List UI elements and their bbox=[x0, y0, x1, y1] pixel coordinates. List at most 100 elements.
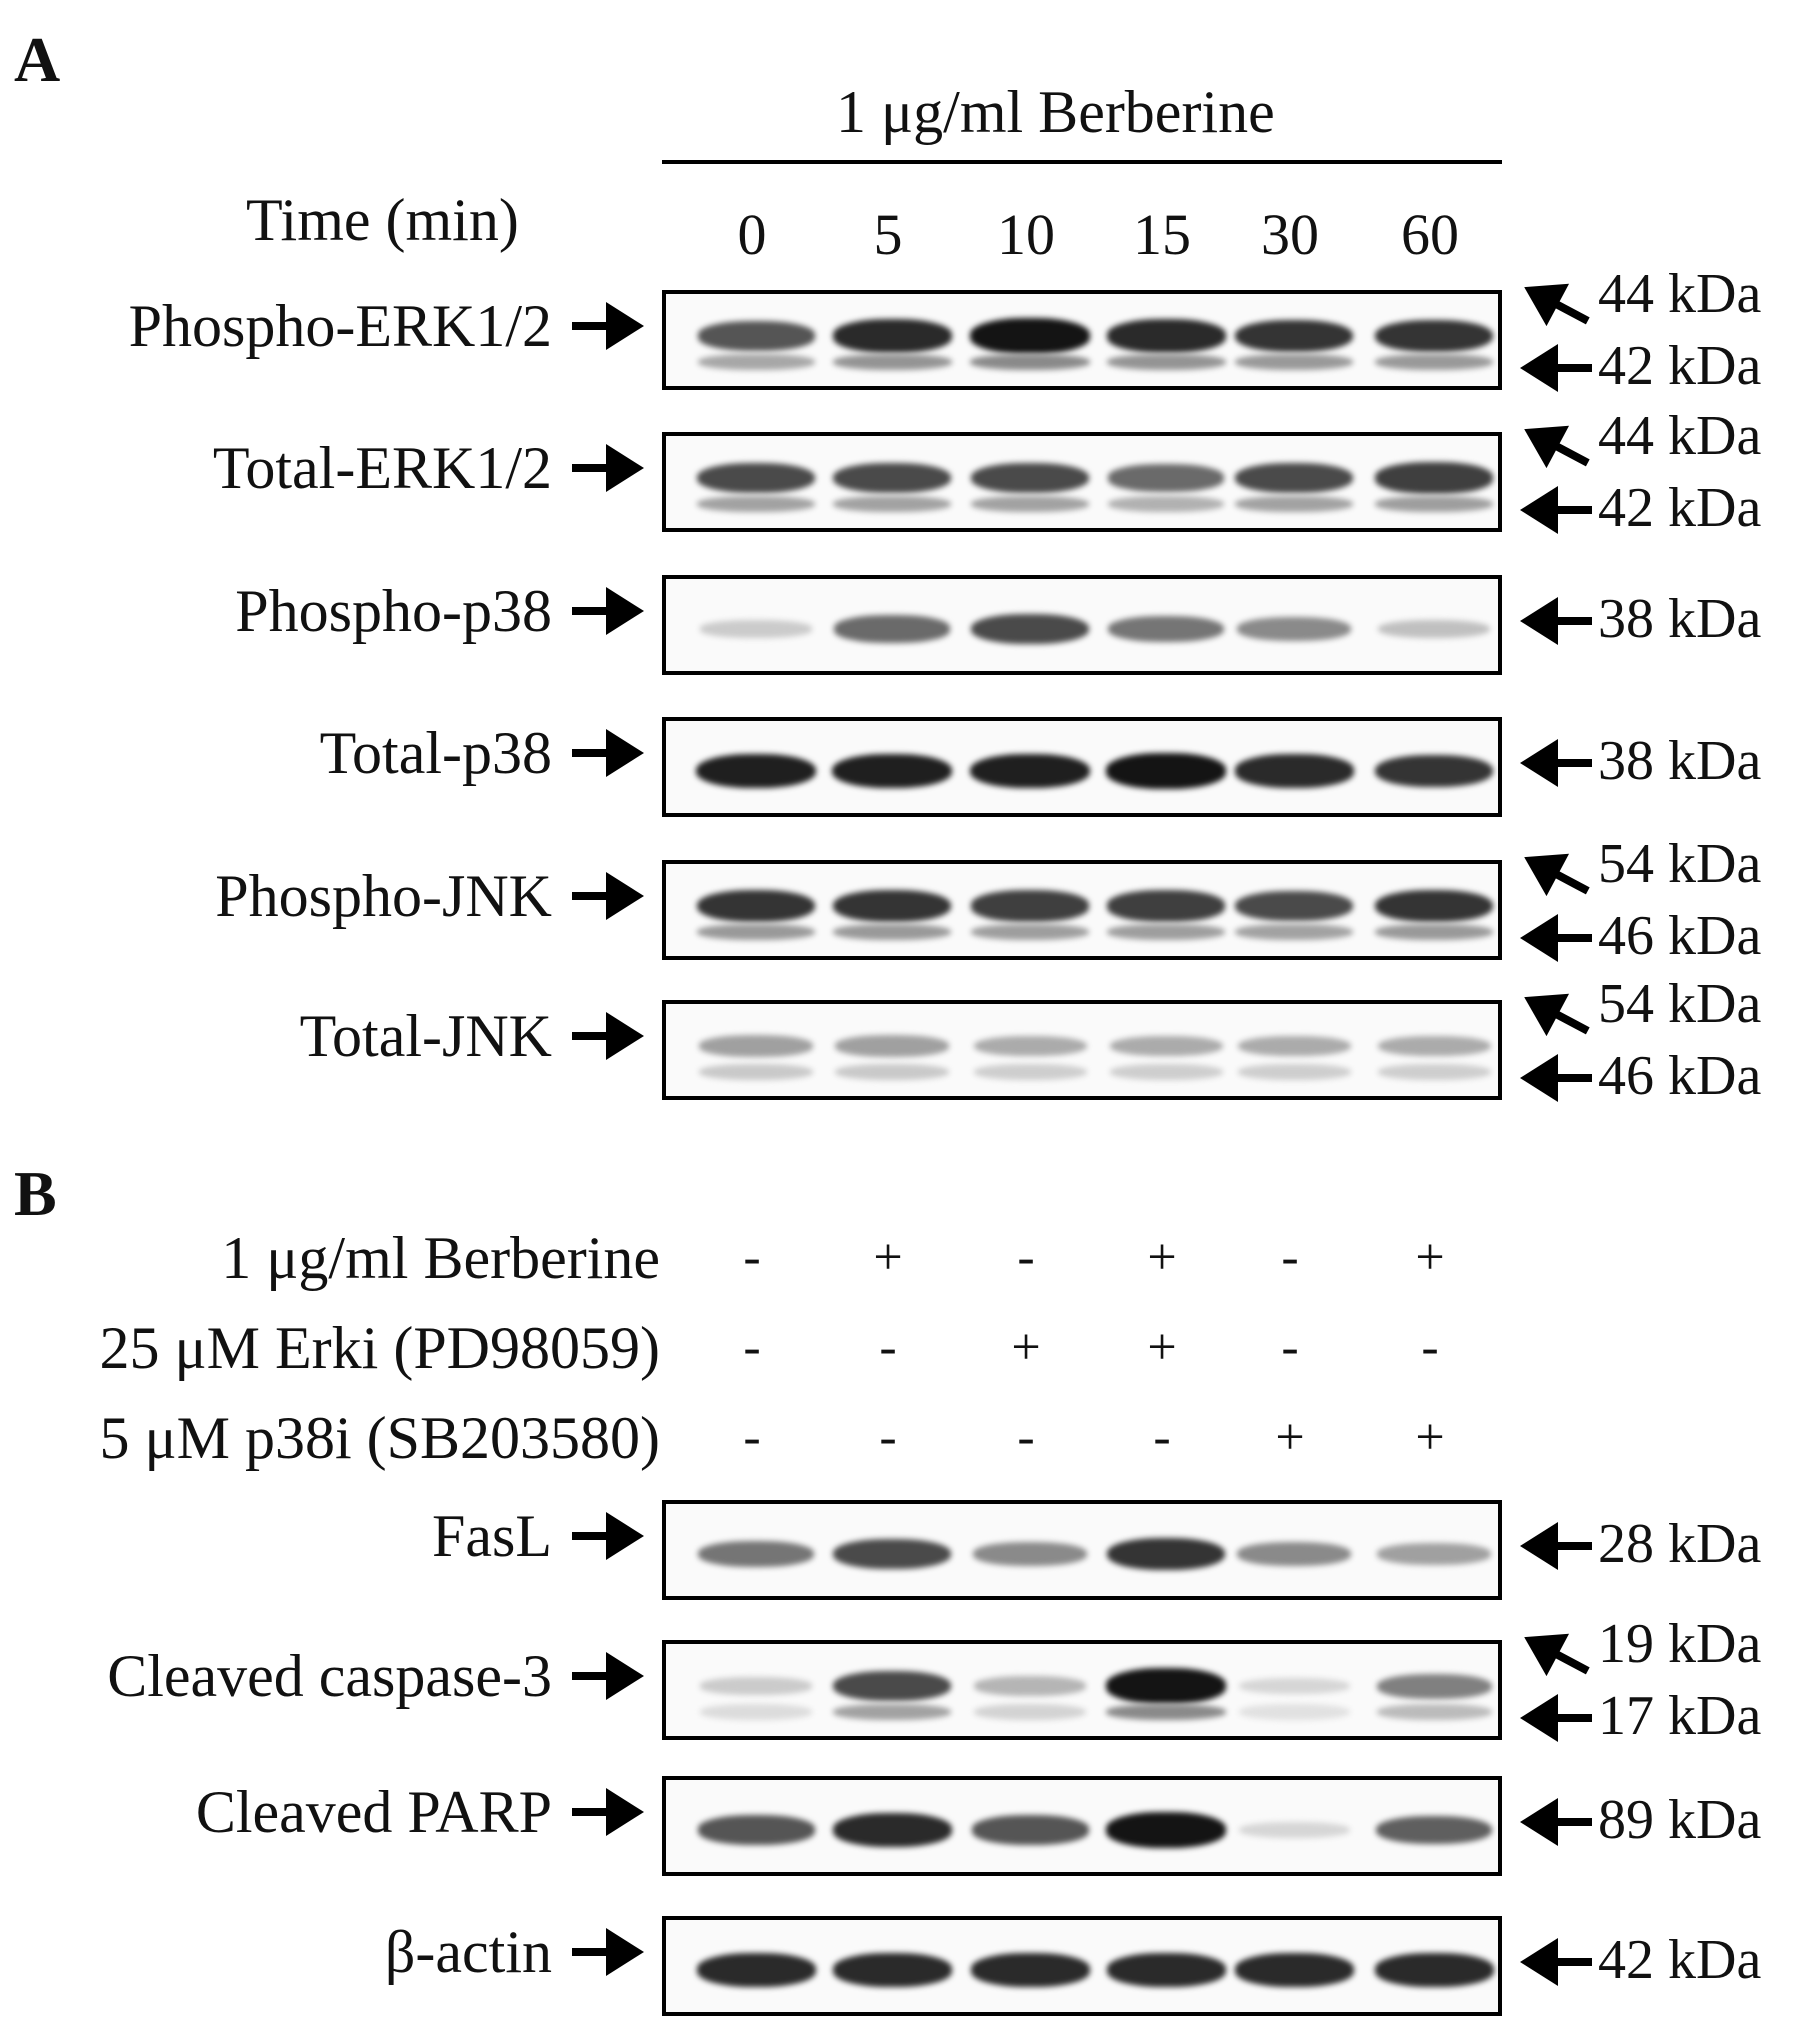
panel-a-kda-bottom-arrow-5 bbox=[1520, 1054, 1592, 1102]
panel-a-kda-top-arrow-1 bbox=[1524, 425, 1590, 469]
panel-a-band-1-5 bbox=[1375, 462, 1493, 494]
lane-number-5: 60 bbox=[1401, 202, 1459, 267]
panel-b-kda-bottom-arrow-3 bbox=[1520, 1938, 1592, 1986]
treatment-sign-0-0: - bbox=[743, 1229, 761, 1286]
panel-a-label-0: Phospho-ERK1/2 bbox=[128, 293, 552, 359]
panel-b-band-2-0 bbox=[697, 1815, 815, 1845]
lane-number-4: 30 bbox=[1261, 202, 1319, 267]
panel-b-label-arrow-2 bbox=[572, 1788, 644, 1836]
panel-a-label-arrow-2 bbox=[572, 587, 644, 635]
panel-a-band-3-1 bbox=[832, 753, 952, 789]
treatment-sign-2-5: + bbox=[1415, 1409, 1445, 1466]
treatment-sign-1-5: - bbox=[1421, 1319, 1439, 1376]
panel-a-band-4-1 bbox=[832, 889, 952, 923]
panel-a-band-2-0 bbox=[700, 620, 812, 638]
panel-a-band2-0-1 bbox=[832, 354, 952, 370]
panel-a-band-1-0 bbox=[697, 462, 815, 494]
panel-a-band2-5-3 bbox=[1109, 1064, 1223, 1080]
panel-a-label-5: Total-JNK bbox=[299, 1003, 552, 1069]
panel-b-band-0-2 bbox=[972, 1542, 1088, 1566]
panel-a-band-2-2 bbox=[971, 613, 1089, 645]
panel-a-kda-bottom-2: 38 kDa bbox=[1598, 588, 1762, 650]
treatment-sign-0-2: - bbox=[1017, 1229, 1035, 1286]
lane-number-2: 10 bbox=[997, 202, 1055, 267]
panel-b-band-3-5 bbox=[1374, 1953, 1494, 1987]
panel-a-band-0-5 bbox=[1374, 319, 1494, 353]
panel-b-band-0-0 bbox=[698, 1540, 814, 1568]
panel-a-band2-1-5 bbox=[1375, 496, 1493, 512]
panel-b-band2-1-4 bbox=[1238, 1704, 1350, 1720]
panel-a-blot-2 bbox=[662, 575, 1502, 675]
panel-a-band-1-1 bbox=[833, 462, 951, 494]
panel-b-band-1-5 bbox=[1376, 1673, 1492, 1699]
panel-b-label-2: Cleaved PARP bbox=[195, 1779, 552, 1845]
panel-a-kda-bottom-1: 42 kDa bbox=[1598, 477, 1762, 539]
panel-a-band-3-3 bbox=[1106, 753, 1226, 789]
treatment-sign-2-1: - bbox=[879, 1409, 897, 1466]
panel-a-kda-top-4: 54 kDa bbox=[1598, 833, 1762, 895]
treatment-sign-2-0: - bbox=[743, 1409, 761, 1466]
panel-a-label-arrow-3 bbox=[572, 729, 644, 777]
panel-a-band2-1-2 bbox=[971, 496, 1089, 512]
panel-b-band-3-3 bbox=[1106, 1953, 1226, 1987]
panel-b-band-0-1 bbox=[833, 1538, 951, 1570]
panel-a-letter: A bbox=[14, 24, 61, 95]
panel-b-band-1-3 bbox=[1106, 1668, 1226, 1704]
panel-a-band2-4-1 bbox=[832, 924, 952, 940]
panel-a-blot-0 bbox=[662, 290, 1502, 390]
panel-a-band2-5-5 bbox=[1377, 1064, 1491, 1080]
panel-a-blot-3 bbox=[662, 717, 1502, 817]
panel-b-kda-bottom-2: 89 kDa bbox=[1598, 1789, 1762, 1851]
panel-b-band-3-4 bbox=[1234, 1953, 1354, 1987]
treatment-label-2: 5 μM p38i (SB203580) bbox=[99, 1405, 660, 1471]
panel-b-band-2-5 bbox=[1375, 1815, 1493, 1845]
panel-a-blot-4 bbox=[662, 860, 1502, 960]
panel-a-band2-4-4 bbox=[1235, 924, 1353, 940]
treatment-sign-1-2: + bbox=[1011, 1319, 1041, 1376]
panel-b-label-1: Cleaved caspase-3 bbox=[107, 1643, 552, 1709]
lane-number-3: 15 bbox=[1133, 202, 1191, 267]
panel-a-band2-4-5 bbox=[1374, 924, 1494, 940]
panel-a-band-3-5 bbox=[1374, 754, 1494, 788]
panel-a-band2-1-4 bbox=[1235, 496, 1353, 512]
panel-a-blot-5 bbox=[662, 1000, 1502, 1100]
panel-b-kda-top-arrow-1 bbox=[1524, 1633, 1590, 1677]
panel-a-kda-top-arrow-4 bbox=[1524, 853, 1590, 897]
panel-a-band2-0-2 bbox=[970, 354, 1090, 370]
panel-b-label-0: FasL bbox=[432, 1503, 552, 1569]
panel-b-band2-1-1 bbox=[833, 1704, 951, 1720]
panel-a-band-5-3 bbox=[1109, 1035, 1223, 1057]
panel-b-label-arrow-1 bbox=[572, 1652, 644, 1700]
panel-b-band-0-5 bbox=[1377, 1543, 1491, 1565]
panel-a-band-4-0 bbox=[696, 889, 816, 923]
panel-a-kda-top-1: 44 kDa bbox=[1598, 405, 1762, 467]
panel-b-band-2-1 bbox=[832, 1813, 952, 1847]
panel-a-band2-0-5 bbox=[1374, 354, 1494, 370]
panel-b-blot-2 bbox=[662, 1776, 1502, 1876]
treatment-sign-1-0: - bbox=[743, 1319, 761, 1376]
panel-a-band-4-4 bbox=[1235, 890, 1353, 922]
panel-b-label-arrow-3 bbox=[572, 1928, 644, 1976]
panel-b-label-arrow-0 bbox=[572, 1512, 644, 1560]
panel-b-band-2-4 bbox=[1238, 1821, 1350, 1839]
panel-b-letter: B bbox=[14, 1158, 57, 1229]
panel-a-band2-0-0 bbox=[697, 354, 815, 370]
panel-a-band-1-4 bbox=[1235, 462, 1353, 494]
treatment-sign-2-2: - bbox=[1017, 1409, 1035, 1466]
panel-a-band2-1-0 bbox=[697, 496, 815, 512]
panel-b-kda-bottom-arrow-1 bbox=[1520, 1694, 1592, 1742]
panel-a-label-arrow-5 bbox=[572, 1012, 644, 1060]
treatment-sign-1-3: + bbox=[1147, 1319, 1177, 1376]
panel-b-kda-bottom-arrow-0 bbox=[1520, 1522, 1592, 1570]
panel-a-band-2-1 bbox=[834, 615, 950, 643]
panel-a-band-0-4 bbox=[1234, 319, 1354, 353]
panel-b-band-3-0 bbox=[696, 1953, 816, 1987]
panel-a-label-arrow-4 bbox=[572, 872, 644, 920]
panel-a-band-3-0 bbox=[696, 753, 816, 789]
panel-a-band2-4-0 bbox=[696, 924, 816, 940]
panel-a-kda-bottom-arrow-3 bbox=[1520, 739, 1592, 787]
panel-a-band2-5-1 bbox=[835, 1064, 949, 1080]
panel-a-band2-0-4 bbox=[1234, 354, 1354, 370]
panel-a-label-1: Total-ERK1/2 bbox=[212, 435, 552, 501]
panel-a-band-0-0 bbox=[697, 321, 815, 351]
